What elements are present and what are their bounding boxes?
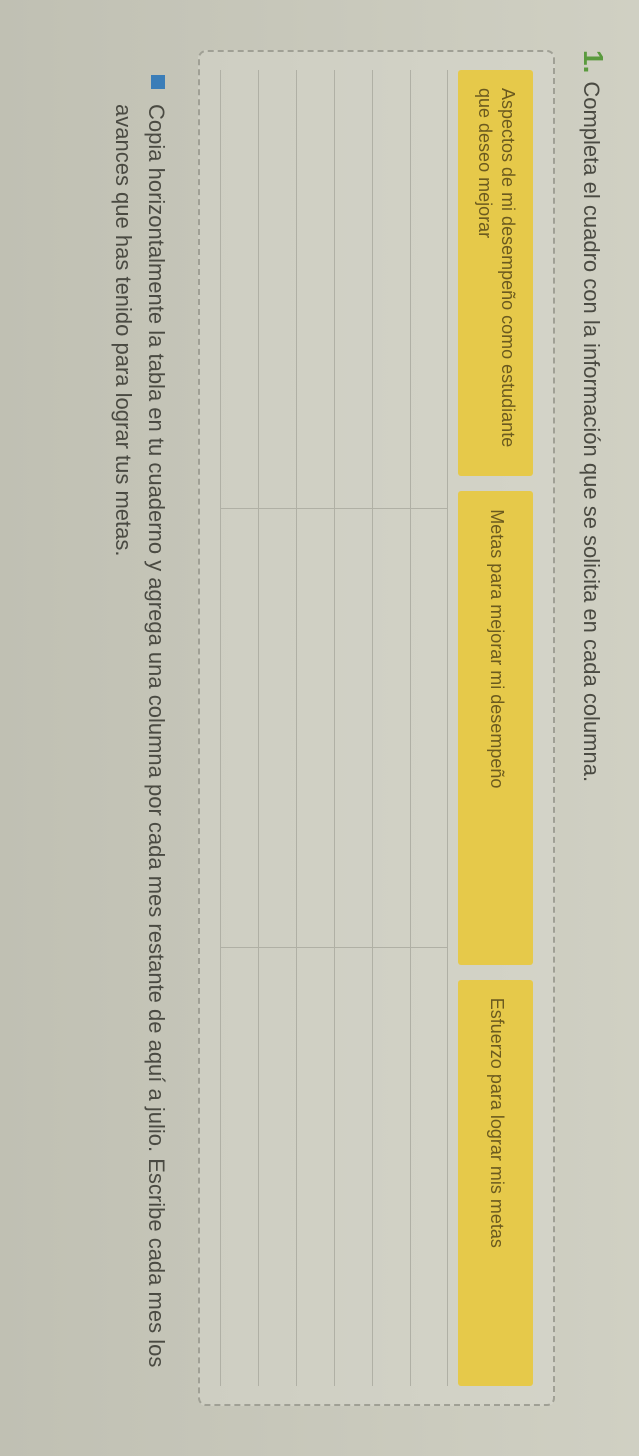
table-row <box>372 70 410 1386</box>
table-cell <box>221 509 258 948</box>
table-cell <box>297 948 334 1386</box>
table-row <box>220 70 258 1386</box>
instruction-text: Completa el cuadro con la información qu… <box>575 81 606 782</box>
worksheet-table: Aspectos de mi desempeño como estudiante… <box>198 50 555 1406</box>
exercise-number: 1. <box>577 50 609 73</box>
table-cell <box>373 509 410 948</box>
header-aspectos: Aspectos de mi desempeño como estudiante… <box>458 70 533 476</box>
table-body <box>220 70 448 1386</box>
table-cell <box>221 948 258 1386</box>
table-row <box>258 70 296 1386</box>
bullet-text: Copia horizontalmente la tabla en tu cua… <box>107 104 173 1406</box>
table-row <box>334 70 372 1386</box>
table-cell <box>221 70 258 509</box>
document-page: 1. Completa el cuadro con la información… <box>0 0 639 1456</box>
table-cell <box>373 70 410 509</box>
table-cell <box>259 70 296 509</box>
table-cell <box>411 70 447 509</box>
header-metas: Metas para mejorar mi desempeño <box>458 491 533 965</box>
square-bullet-icon <box>151 75 165 89</box>
table-cell <box>259 509 296 948</box>
table-row <box>410 70 448 1386</box>
exercise-instruction: 1. Completa el cuadro con la información… <box>575 50 609 1406</box>
table-cell <box>335 509 372 948</box>
table-cell <box>259 948 296 1386</box>
table-cell <box>335 70 372 509</box>
table-cell <box>297 509 334 948</box>
table-cell <box>373 948 410 1386</box>
table-cell <box>411 509 447 948</box>
table-cell <box>297 70 334 509</box>
table-header-row: Aspectos de mi desempeño como estudiante… <box>458 70 533 1386</box>
table-cell <box>411 948 447 1386</box>
table-row <box>296 70 334 1386</box>
table-cell <box>335 948 372 1386</box>
header-esfuerzo: Esfuerzo para lograr mis metas <box>458 980 533 1386</box>
bullet-instruction: Copia horizontalmente la tabla en tu cua… <box>107 50 173 1406</box>
